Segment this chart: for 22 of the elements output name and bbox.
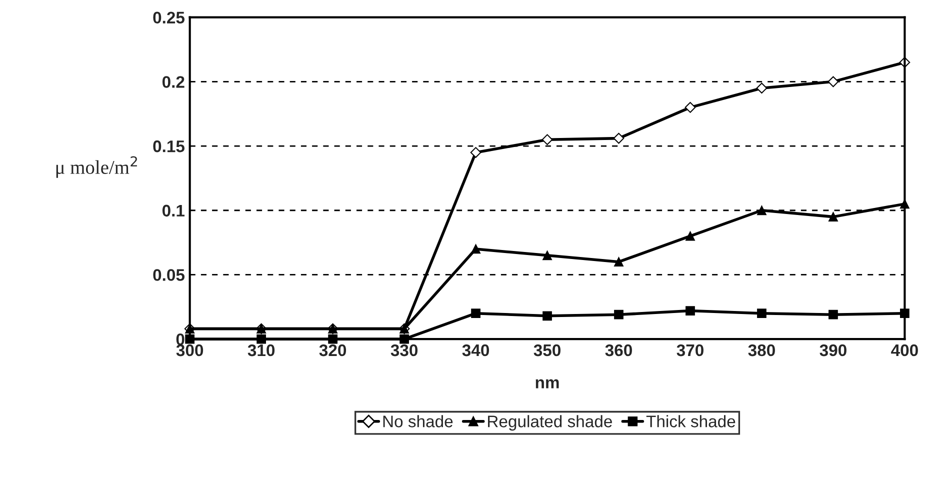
x-tick-label: 350	[534, 344, 560, 356]
x-tick-label: 360	[605, 344, 632, 356]
x-tick-label: 310	[248, 344, 275, 356]
x-tick-label: 390	[820, 344, 846, 356]
x-tick-label: 300	[176, 344, 204, 356]
y-tick-label: 0.15	[153, 140, 185, 152]
x-tick-label: 330	[390, 344, 418, 356]
legend-label: Thick shade	[646, 415, 736, 428]
y-tick-label: 0.1	[162, 204, 185, 217]
y-tick-label: 0.05	[153, 269, 185, 281]
x-tick-label: 340	[462, 344, 489, 356]
x-tick-label: 400	[891, 344, 918, 356]
x-tick-label: 370	[676, 344, 704, 356]
legend-label: Regulated shade	[488, 415, 612, 431]
y-tick-label: 0	[176, 333, 184, 346]
y-tick-label: 0.2	[162, 76, 184, 88]
x-tick-label: 380	[748, 344, 775, 356]
y-tick-label: 0.25	[153, 12, 185, 24]
legend-label: No shade	[383, 415, 453, 428]
x-axis-title: nm	[536, 379, 559, 388]
x-tick-label: 320	[319, 344, 346, 356]
y-axis-title: μ mole/m$^{2}$	[56, 156, 137, 178]
